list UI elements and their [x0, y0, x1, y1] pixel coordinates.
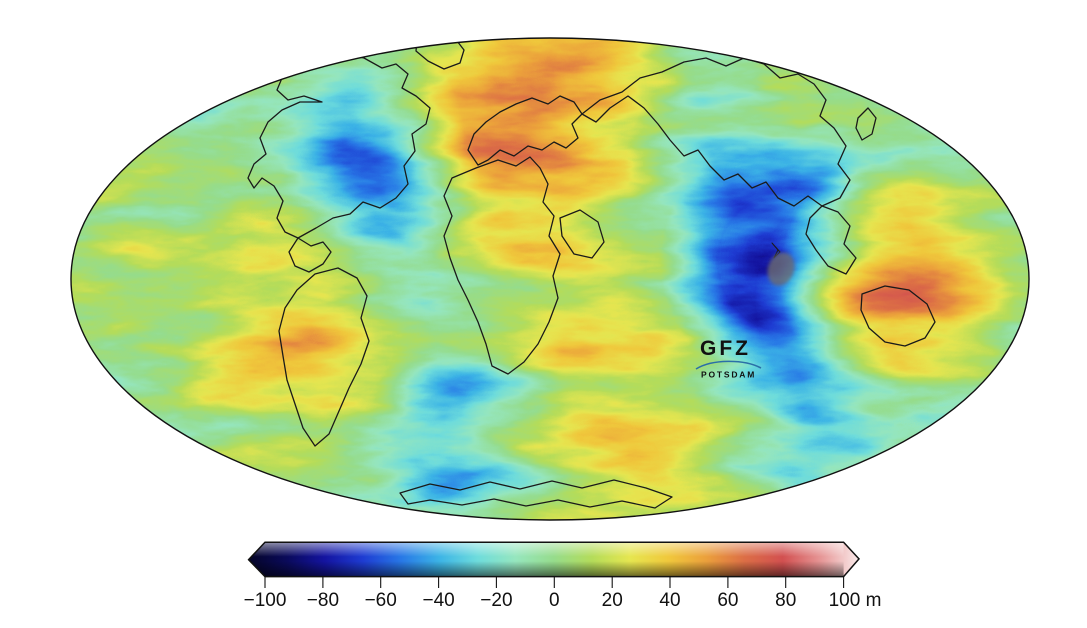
svg-text:−40: −40: [422, 590, 454, 611]
svg-text:100 m: 100 m: [829, 590, 882, 611]
svg-text:POTSDAM: POTSDAM: [701, 370, 756, 380]
svg-text:−100: −100: [244, 590, 287, 611]
svg-text:0: 0: [549, 590, 560, 611]
svg-text:80: 80: [775, 590, 796, 611]
svg-text:GFZ: GFZ: [700, 337, 751, 360]
svg-text:−60: −60: [365, 590, 397, 611]
svg-text:60: 60: [717, 590, 738, 611]
svg-text:−20: −20: [480, 590, 512, 611]
svg-text:20: 20: [602, 590, 623, 611]
svg-text:−80: −80: [307, 590, 339, 611]
svg-text:40: 40: [659, 590, 680, 611]
